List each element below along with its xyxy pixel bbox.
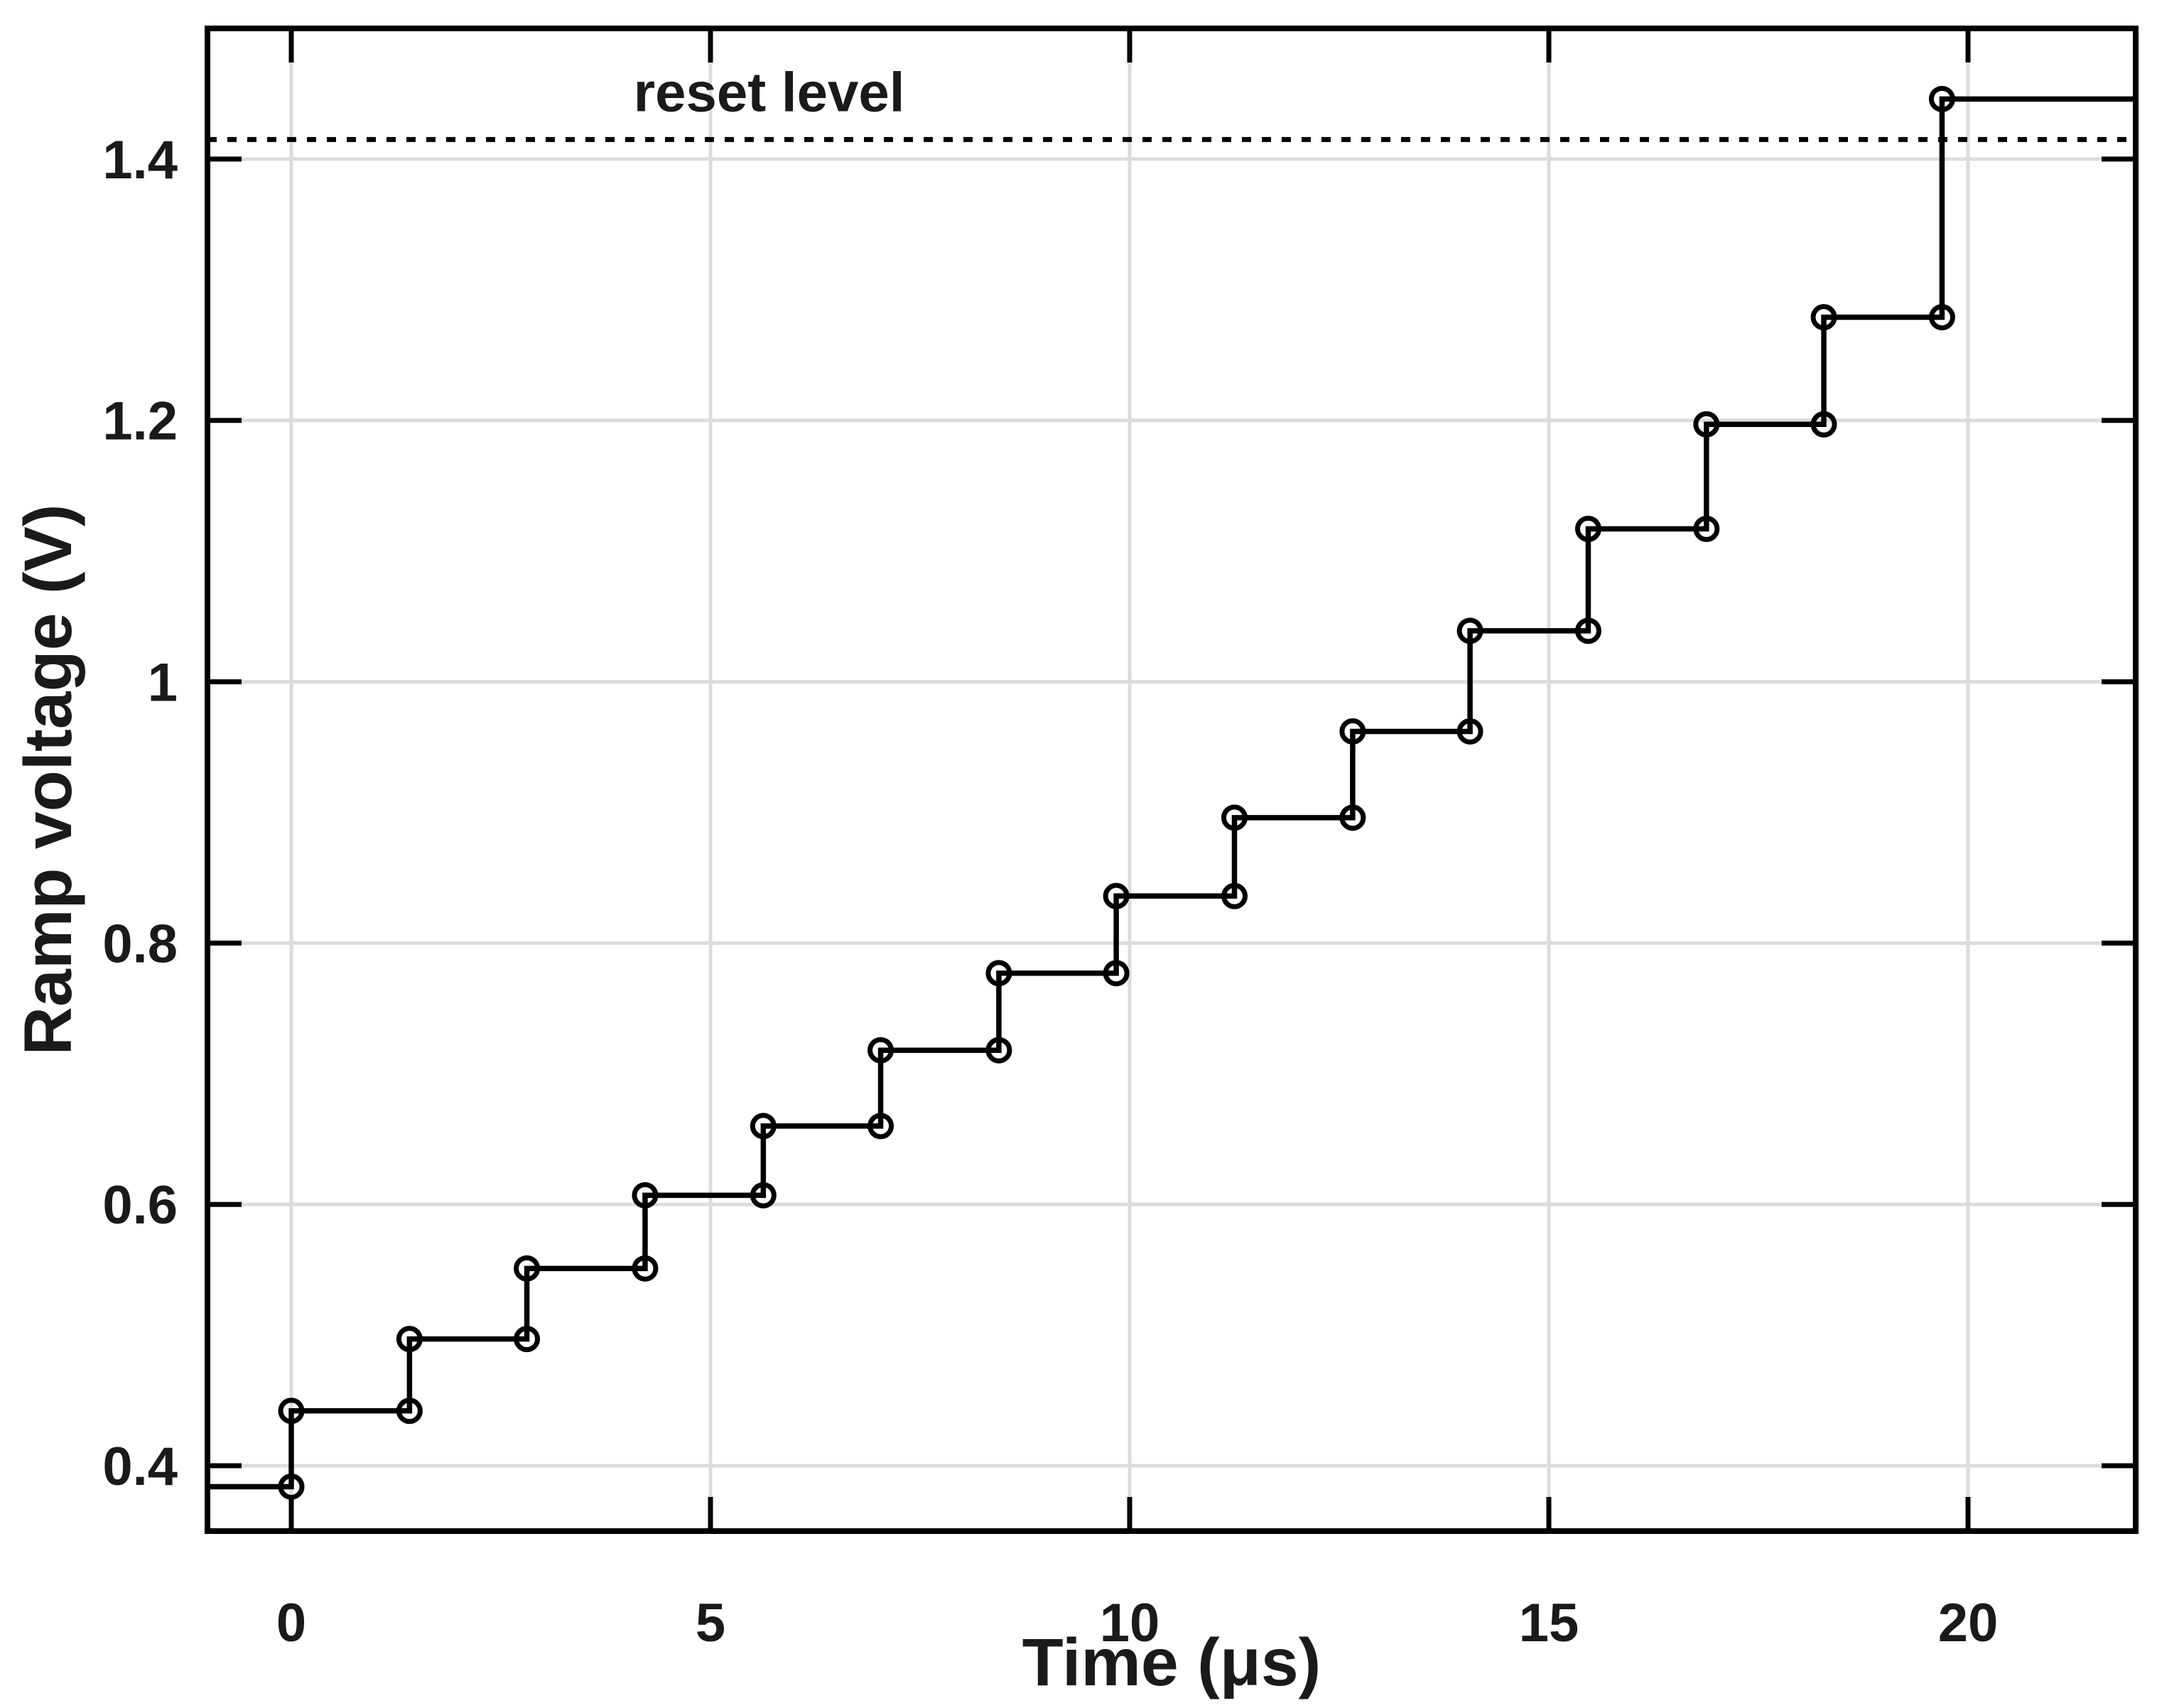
data-point-marker bbox=[1810, 411, 1837, 438]
reset-level-annotation-label: reset level bbox=[634, 60, 905, 123]
x-axis-label: Time (μs) bbox=[1022, 1625, 1321, 1700]
x-tick-label: 10 bbox=[1100, 1593, 1160, 1653]
data-point-marker bbox=[396, 1326, 423, 1353]
grid-lines bbox=[207, 28, 2136, 1531]
x-tick-label: 0 bbox=[276, 1593, 306, 1653]
data-point-marker bbox=[1810, 303, 1837, 330]
data-point-marker bbox=[1928, 303, 1955, 330]
data-point-marker bbox=[867, 1037, 894, 1064]
y-tick-label: 0.8 bbox=[102, 914, 178, 974]
x-tick-label: 20 bbox=[1938, 1593, 1999, 1653]
staircase-line bbox=[207, 96, 2136, 1490]
tick-labels: 0 5 10 15 20 0.4 0.6 0.8 1 1.2 1.4 bbox=[102, 130, 1998, 1653]
y-tick-label: 1.2 bbox=[102, 391, 178, 452]
y-tick-label: 1 bbox=[148, 653, 178, 713]
data-point-marker bbox=[867, 1113, 894, 1140]
data-point-marker bbox=[1574, 617, 1601, 644]
axes-frame-and-ticks bbox=[205, 26, 2139, 1534]
staircase-series bbox=[207, 96, 2136, 1490]
data-point-marker bbox=[1221, 882, 1248, 909]
plot-border bbox=[205, 26, 2139, 1534]
data-point-marker bbox=[1693, 411, 1720, 438]
data-point-marker bbox=[514, 1326, 541, 1353]
y-axis-label: Ramp voltage (V) bbox=[11, 504, 86, 1056]
data-point-marker bbox=[1928, 85, 1955, 112]
data-point-marker bbox=[1103, 882, 1130, 909]
data-point-marker bbox=[1456, 617, 1483, 644]
data-point-marker bbox=[1103, 960, 1130, 987]
y-tick-label: 0.4 bbox=[102, 1437, 178, 1497]
data-point-marker bbox=[1221, 804, 1248, 831]
data-point-marker bbox=[278, 1398, 305, 1425]
x-tick-label: 15 bbox=[1519, 1593, 1579, 1653]
data-point-marker bbox=[632, 1255, 659, 1282]
data-point-marker bbox=[1456, 718, 1483, 745]
data-point-marker bbox=[514, 1255, 541, 1282]
data-point-marker bbox=[1693, 515, 1720, 542]
data-point-marker bbox=[750, 1113, 777, 1140]
data-point-markers bbox=[278, 85, 1955, 1500]
data-point-marker bbox=[750, 1182, 777, 1209]
data-point-marker bbox=[985, 960, 1012, 987]
y-tick-label: 0.6 bbox=[102, 1175, 178, 1236]
y-tick-label: 1.4 bbox=[102, 130, 178, 190]
data-point-marker bbox=[1574, 515, 1601, 542]
data-point-marker bbox=[396, 1398, 423, 1425]
x-tick-label: 5 bbox=[696, 1593, 725, 1653]
data-point-marker bbox=[985, 1037, 1012, 1064]
data-point-marker bbox=[1339, 718, 1366, 745]
data-point-marker bbox=[632, 1182, 659, 1209]
data-point-marker bbox=[1339, 804, 1366, 831]
